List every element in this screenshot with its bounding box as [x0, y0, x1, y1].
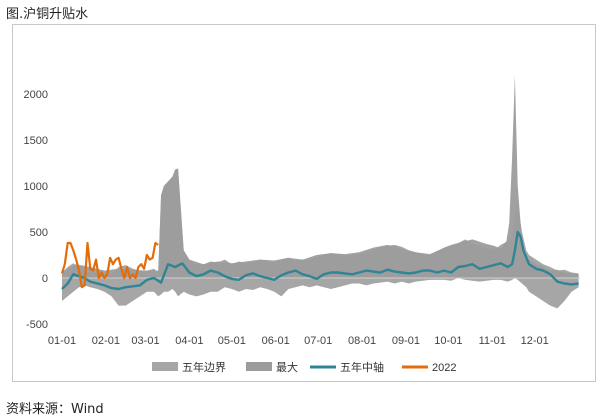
x-tick-label: 11-01	[479, 335, 506, 347]
y-tick-label: 1500	[24, 135, 48, 147]
legend-median-label: 五年中轴	[340, 360, 384, 374]
x-axis: 01-01 02-01 03-01 04-01 05-01 06-01 07-01 08-01…	[48, 335, 549, 347]
y-axis: -500 0 500 1000 1500 2000	[24, 89, 48, 331]
y-tick-label: 0	[42, 273, 48, 285]
x-tick-label: 03-01	[131, 335, 159, 347]
x-tick-label: 02-01	[92, 335, 120, 347]
legend-max-label: 最大	[276, 360, 298, 374]
legend-band-label: 五年边界	[182, 360, 226, 374]
x-tick-label: 01-01	[48, 335, 76, 347]
legend-max-swatch	[246, 362, 272, 371]
y-tick-label: 1000	[24, 181, 48, 193]
legend-2022-label: 2022	[432, 362, 456, 374]
series-2022-line	[60, 241, 159, 289]
y-tick-label: 2000	[24, 89, 48, 101]
chart-title: 图.沪铜升贴水	[6, 7, 89, 22]
band-area	[62, 168, 579, 309]
legend-band-swatch	[152, 362, 178, 371]
chart-frame	[12, 24, 596, 382]
x-tick-label: 08-01	[348, 335, 376, 347]
series-median-line	[61, 230, 579, 291]
x-tick-label: 05-01	[218, 335, 246, 347]
x-tick-label: 10-01	[434, 335, 462, 347]
x-tick-label: 12-01	[521, 335, 549, 347]
band-layer	[62, 168, 579, 309]
x-tick-label: 04-01	[175, 335, 203, 347]
source-note: 资料来源：Wind	[6, 402, 104, 417]
x-tick-label: 06-01	[262, 335, 290, 347]
y-tick-label: 500	[30, 227, 48, 239]
y-tick-label: -500	[26, 319, 48, 331]
x-tick-label: 09-01	[392, 335, 420, 347]
x-tick-label: 07-01	[304, 335, 332, 347]
lines-layer	[60, 230, 579, 291]
legend: 五年边界 最大 五年中轴 2022	[152, 360, 456, 374]
